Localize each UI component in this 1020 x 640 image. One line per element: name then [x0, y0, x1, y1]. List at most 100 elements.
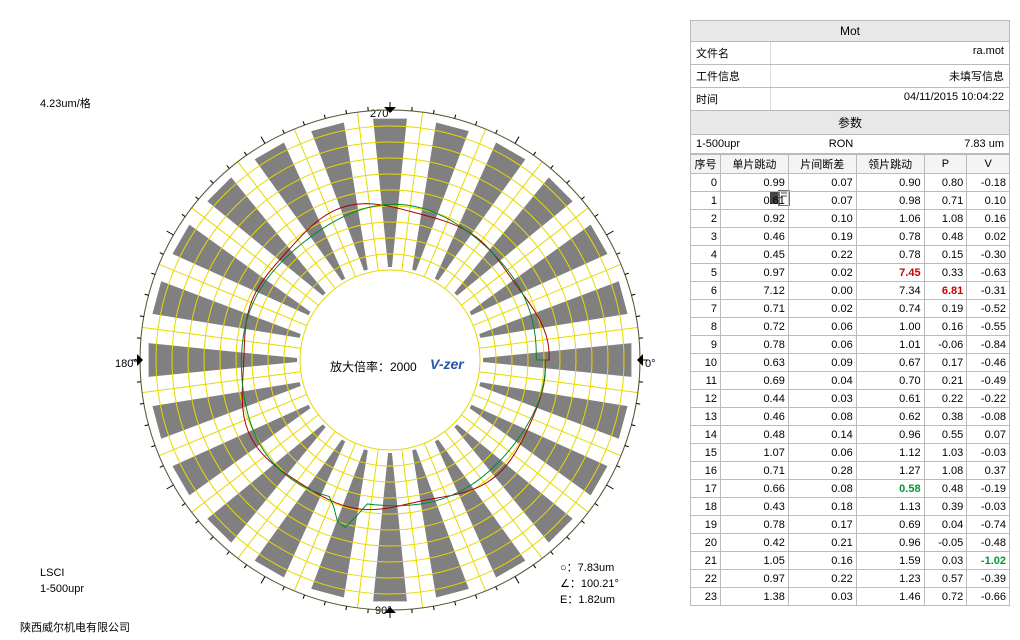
cell: 0.02: [788, 300, 856, 318]
table-row[interactable]: 30.460.190.780.480.02: [691, 228, 1010, 246]
cell: 20: [691, 534, 721, 552]
table-row[interactable]: 120.440.030.610.22-0.22: [691, 390, 1010, 408]
table-row[interactable]: 40.450.220.780.15-0.30: [691, 246, 1010, 264]
table-row[interactable]: 00.990.070.900.80-0.18: [691, 174, 1010, 192]
cell: 7: [691, 300, 721, 318]
table-row[interactable]: 130.460.080.620.38-0.08: [691, 408, 1010, 426]
cell: 1.08: [924, 462, 967, 480]
param-header: 参数: [690, 111, 1010, 135]
cell: 0.42: [721, 534, 789, 552]
data-table: 序号单片跳动片间断差领片跳动PV 00.990.070.900.80-0.181…: [690, 154, 1010, 606]
cell: 0.96: [856, 426, 924, 444]
filter-label: 1-500upr: [40, 581, 84, 597]
cell: -0.48: [967, 534, 1010, 552]
cell: 0.02: [967, 228, 1010, 246]
cell: 10: [691, 354, 721, 372]
cell: -0.63: [967, 264, 1010, 282]
cell: 0.17: [924, 354, 967, 372]
cell: 0.67: [856, 354, 924, 372]
cell: 0.78: [721, 516, 789, 534]
cell: 0.72: [924, 588, 967, 606]
cell: 16: [691, 462, 721, 480]
table-row[interactable]: 151.070.061.121.03-0.03: [691, 444, 1010, 462]
param-sub-row: 1-500upr RON 7.83 um: [690, 135, 1010, 154]
table-row[interactable]: 80.720.061.000.16-0.55: [691, 318, 1010, 336]
cell: 21: [691, 552, 721, 570]
view-icon[interactable]: [640, 90, 660, 106]
info-key: 工件信息: [691, 65, 771, 87]
cell: 0.04: [788, 372, 856, 390]
cell: 0.66: [721, 480, 789, 498]
table-row[interactable]: 220.970.221.230.57-0.39: [691, 570, 1010, 588]
table-row[interactable]: 170.660.080.580.48-0.19: [691, 480, 1010, 498]
cell: -0.52: [967, 300, 1010, 318]
cell: 6.81: [924, 282, 967, 300]
cell: 0.14: [788, 426, 856, 444]
cell: 0.39: [924, 498, 967, 516]
cell: 0.07: [788, 192, 856, 210]
cell: 0.22: [924, 390, 967, 408]
table-row[interactable]: 70.710.020.740.19-0.52: [691, 300, 1010, 318]
table-row[interactable]: 140.480.140.960.550.07: [691, 426, 1010, 444]
cell: 8: [691, 318, 721, 336]
info-key: 时间: [691, 88, 771, 110]
cell: 0.06: [788, 336, 856, 354]
cell: 0.80: [924, 174, 967, 192]
cell: 1.06: [856, 210, 924, 228]
table-row[interactable]: 20.920.101.061.080.16: [691, 210, 1010, 228]
cell: 0.61: [856, 390, 924, 408]
cell: 0.58: [856, 480, 924, 498]
cell: 0.48: [721, 426, 789, 444]
table-row[interactable]: 90.780.061.01-0.06-0.84: [691, 336, 1010, 354]
cell: 0.78: [856, 228, 924, 246]
cell: 0.07: [967, 426, 1010, 444]
info-val: 04/11/2015 10:04:22: [771, 88, 1009, 110]
cell: 0.16: [967, 210, 1010, 228]
cell: 19: [691, 516, 721, 534]
cell: 1.38: [721, 588, 789, 606]
bottom-right-info: ○：7.83um ∠：100.21° E：1.82um: [560, 560, 619, 608]
cell: 0.69: [856, 516, 924, 534]
cell: 0.07: [788, 174, 856, 192]
cell: 14: [691, 426, 721, 444]
table-row[interactable]: 231.380.031.460.72-0.66: [691, 588, 1010, 606]
cell: 0.62: [856, 408, 924, 426]
param-value: 7.83 um: [891, 135, 1009, 153]
cell: 1.01: [856, 336, 924, 354]
cell: 0.71: [721, 462, 789, 480]
cell: 0.63: [721, 354, 789, 372]
table-row[interactable]: 200.420.210.96-0.05-0.48: [691, 534, 1010, 552]
cell: 0.10: [788, 210, 856, 228]
cell: -0.08: [967, 408, 1010, 426]
col-header: 单片跳动: [721, 155, 789, 174]
table-row[interactable]: 190.780.170.690.04-0.74: [691, 516, 1010, 534]
table-row[interactable]: 100.630.090.670.17-0.46: [691, 354, 1010, 372]
cell: 0.28: [788, 462, 856, 480]
table-row[interactable]: 211.050.161.590.03-1.02: [691, 552, 1010, 570]
table-row[interactable]: 10.610.070.980.710.10: [691, 192, 1010, 210]
side-panel: Mot 文件名ra.mot工件信息未填写信息时间04/11/2015 10:04…: [690, 20, 1010, 606]
cell: 0.48: [924, 228, 967, 246]
table-row[interactable]: 50.970.027.450.33-0.63: [691, 264, 1010, 282]
cell: 0.09: [788, 354, 856, 372]
cell: 0.02: [788, 264, 856, 282]
angle-val: ∠：100.21°: [560, 576, 619, 592]
table-row[interactable]: 160.710.281.271.080.37: [691, 462, 1010, 480]
circle-val: ○：7.83um: [560, 560, 619, 576]
cell: 4: [691, 246, 721, 264]
cell: 0.00: [788, 282, 856, 300]
table-row[interactable]: 110.690.040.700.21-0.49: [691, 372, 1010, 390]
cell: 0.21: [924, 372, 967, 390]
table-row[interactable]: 67.120.007.346.81-0.31: [691, 282, 1010, 300]
cell: 0.04: [924, 516, 967, 534]
cell: 0.19: [788, 228, 856, 246]
cell: 1.05: [721, 552, 789, 570]
table-row[interactable]: 180.430.181.130.39-0.03: [691, 498, 1010, 516]
cell: 0.92: [721, 210, 789, 228]
cell: -0.66: [967, 588, 1010, 606]
info-row: 时间04/11/2015 10:04:22: [690, 88, 1010, 111]
col-header: V: [967, 155, 1010, 174]
cell: 0.78: [856, 246, 924, 264]
cell: 7.45: [856, 264, 924, 282]
cell: -1.02: [967, 552, 1010, 570]
